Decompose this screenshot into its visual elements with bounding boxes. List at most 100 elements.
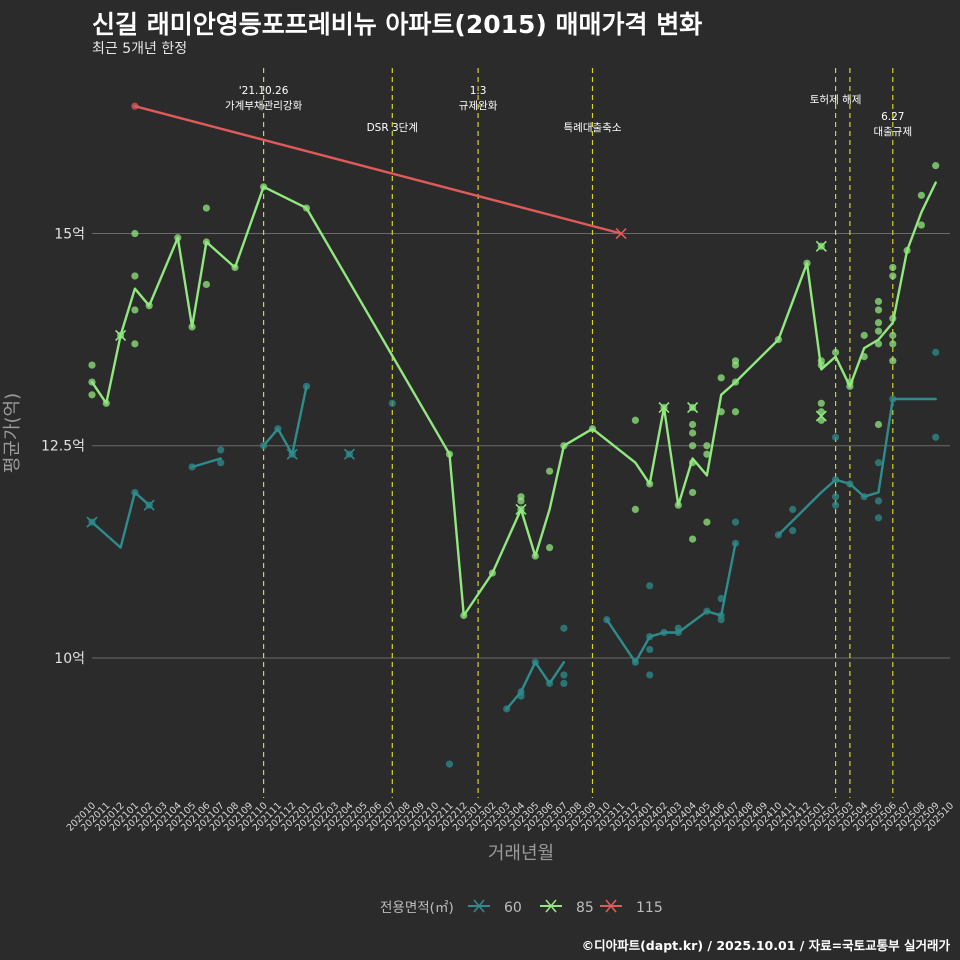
x-marker-60-stroke xyxy=(86,516,98,528)
x-marker-60 xyxy=(143,499,155,511)
data-point-60 xyxy=(217,459,225,467)
data-point-85 xyxy=(631,416,640,424)
event-label: 가계부채관리강화 xyxy=(225,100,303,112)
data-point-85 xyxy=(689,488,697,497)
x-marker-85 xyxy=(515,503,527,515)
x-marker-85-stroke xyxy=(687,401,699,414)
data-point-60 xyxy=(560,624,568,632)
data-point-85 xyxy=(517,497,525,505)
data-point-60 xyxy=(646,645,654,654)
x-marker-85 xyxy=(815,240,827,252)
event-label: 규제완화 xyxy=(459,99,498,112)
x-marker-85-stroke xyxy=(658,401,670,414)
x-marker-85-stroke xyxy=(515,503,527,515)
legend-item-85: 85 xyxy=(540,899,594,916)
data-point-60 xyxy=(932,433,940,441)
series-line-60 xyxy=(262,385,308,456)
legend-label: 85 xyxy=(576,900,594,916)
data-point-60 xyxy=(789,505,797,513)
data-point-60 xyxy=(646,671,654,679)
data-point-85 xyxy=(731,361,740,369)
data-point-85 xyxy=(717,374,725,382)
event-label: '21.10.26 xyxy=(239,85,289,97)
event-label: 1.3 xyxy=(470,85,487,97)
x-marker-60 xyxy=(286,448,298,460)
chart-title: 신길 래미안영등포프레비뉴 아파트(2015) 매매가격 변화 xyxy=(92,10,703,39)
legend-title: 전용면적(㎡) xyxy=(380,900,454,916)
data-point-60 xyxy=(445,760,454,768)
data-point-85 xyxy=(917,191,926,199)
series-line-60 xyxy=(190,457,222,469)
y-tick-label: 15억 xyxy=(54,227,85,243)
data-point-60 xyxy=(832,501,840,509)
data-point-60 xyxy=(388,399,396,407)
data-point-85 xyxy=(703,450,711,458)
data-point-60 xyxy=(832,493,840,501)
data-point-60 xyxy=(646,582,654,590)
data-point-85 xyxy=(932,162,940,170)
series-line-85 xyxy=(90,181,937,617)
data-point-85 xyxy=(860,331,868,339)
legend-item-115: 115 xyxy=(600,899,663,916)
data-point-85 xyxy=(874,340,883,348)
data-point-85 xyxy=(202,280,210,289)
data-point-85 xyxy=(889,331,897,339)
y-tick-label: 12.5억 xyxy=(41,439,85,455)
y-axis-label: 평균가(억) xyxy=(2,393,23,473)
data-point-60 xyxy=(874,459,883,467)
data-point-85 xyxy=(546,467,554,475)
data-point-85 xyxy=(546,543,554,552)
x-marker-60-stroke xyxy=(286,448,298,460)
series-line-60 xyxy=(90,491,151,549)
data-point-85 xyxy=(889,357,897,365)
data-point-85 xyxy=(832,348,840,356)
data-point-85 xyxy=(631,505,640,513)
series-line-60 xyxy=(605,542,737,664)
data-point-85 xyxy=(889,272,897,280)
data-point-85 xyxy=(889,340,897,348)
data-point-85 xyxy=(131,306,139,314)
event-label: 토허제 해제 xyxy=(810,93,862,106)
data-point-60 xyxy=(874,497,883,505)
data-point-85 xyxy=(703,518,711,526)
x-marker-85-stroke xyxy=(115,329,127,341)
data-point-85 xyxy=(131,229,139,238)
data-point-85 xyxy=(703,442,711,450)
data-point-85 xyxy=(88,391,96,399)
x-marker-85 xyxy=(815,410,827,422)
data-point-85 xyxy=(689,442,697,450)
data-point-85 xyxy=(689,420,697,429)
x-marker-115 xyxy=(615,227,627,240)
data-point-85 xyxy=(874,420,883,429)
data-point-85 xyxy=(88,361,96,369)
data-point-85 xyxy=(817,399,825,407)
legend-key-x xyxy=(605,899,617,913)
event-label: 특례대출축소 xyxy=(564,122,622,134)
legend-label: 115 xyxy=(636,900,663,916)
data-point-85 xyxy=(917,221,926,229)
data-point-85 xyxy=(131,272,139,280)
data-point-85 xyxy=(131,340,139,348)
x-marker-60 xyxy=(86,516,98,528)
data-point-60 xyxy=(731,518,740,526)
data-point-85 xyxy=(874,297,883,306)
legend: 전용면적(㎡) 60 85 115 xyxy=(380,899,663,916)
data-point-85 xyxy=(689,535,697,543)
data-point-60 xyxy=(217,446,225,454)
x-marker-85-stroke xyxy=(815,410,827,422)
x-marker-60 xyxy=(343,448,355,460)
data-point-85 xyxy=(202,204,210,212)
legend-key-x xyxy=(545,899,557,913)
legend-key-x xyxy=(473,899,485,913)
event-label: 대출규제 xyxy=(873,126,912,138)
data-point-85 xyxy=(689,429,697,437)
series-line-60 xyxy=(777,397,937,537)
data-point-85 xyxy=(874,319,883,327)
data-point-60 xyxy=(874,514,883,522)
y-tick-label: 10억 xyxy=(54,651,85,667)
x-marker-60-stroke xyxy=(343,448,355,460)
x-marker-115-stroke xyxy=(615,227,627,240)
source-caption: ©디아파트(dapt.kr) / 2025.10.01 / 자료=국토교통부 실… xyxy=(581,938,950,953)
x-marker-85 xyxy=(687,401,699,414)
